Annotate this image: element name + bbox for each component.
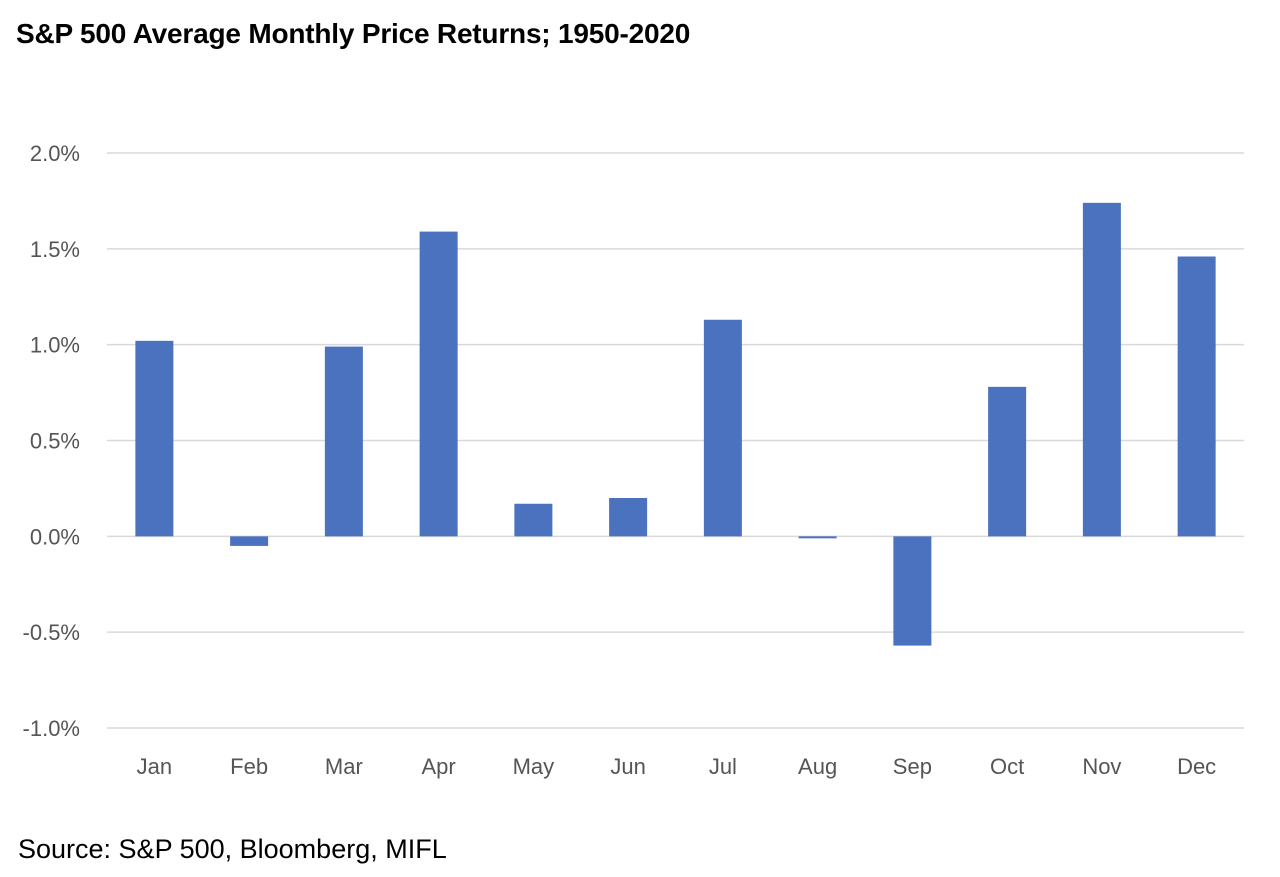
x-tick-label: Aug: [798, 754, 837, 779]
y-tick-label: 1.5%: [30, 237, 80, 262]
x-axis-ticks: Jan Feb Mar Apr May Jun Jul Aug Sep Oct Nov Dec: [137, 754, 1217, 779]
x-tick-label: Sep: [893, 754, 932, 779]
bar-jan: [135, 340, 174, 537]
gridlines: [107, 152, 1244, 729]
x-tick-label: Nov: [1082, 754, 1121, 779]
source-note: Source: S&P 500, Bloomberg, MIFL: [18, 834, 447, 864]
chart-title: S&P 500 Average Monthly Price Returns; 1…: [16, 18, 691, 49]
y-tick-label: -0.5%: [23, 620, 80, 645]
bar-dec: [1177, 256, 1216, 537]
x-tick-label: Dec: [1177, 754, 1216, 779]
x-tick-label: Mar: [325, 754, 363, 779]
x-tick-label: Apr: [422, 754, 456, 779]
bar-sep: [893, 536, 932, 646]
x-tick-label: Oct: [990, 754, 1024, 779]
bar-nov: [1082, 202, 1121, 537]
bar-may: [514, 503, 553, 537]
x-tick-label: May: [513, 754, 555, 779]
bar-jul: [703, 319, 742, 537]
y-axis-ticks: 2.0% 1.5% 1.0% 0.5% 0.0% -0.5% -1.0%: [23, 141, 80, 741]
bars: [135, 202, 1216, 646]
bar-feb: [230, 536, 269, 546]
y-tick-label: -1.0%: [23, 716, 80, 741]
bar-mar: [324, 346, 363, 537]
y-tick-label: 2.0%: [30, 141, 80, 166]
x-tick-label: Jun: [610, 754, 645, 779]
bar-aug: [798, 536, 837, 539]
y-tick-label: 1.0%: [30, 333, 80, 358]
bar-oct: [988, 386, 1027, 537]
bar-jun: [609, 498, 648, 537]
y-tick-label: 0.5%: [30, 429, 80, 454]
y-tick-label: 0.0%: [30, 524, 80, 549]
bar-apr: [419, 231, 458, 537]
x-tick-label: Jan: [137, 754, 172, 779]
x-tick-label: Jul: [709, 754, 737, 779]
x-tick-label: Feb: [230, 754, 268, 779]
